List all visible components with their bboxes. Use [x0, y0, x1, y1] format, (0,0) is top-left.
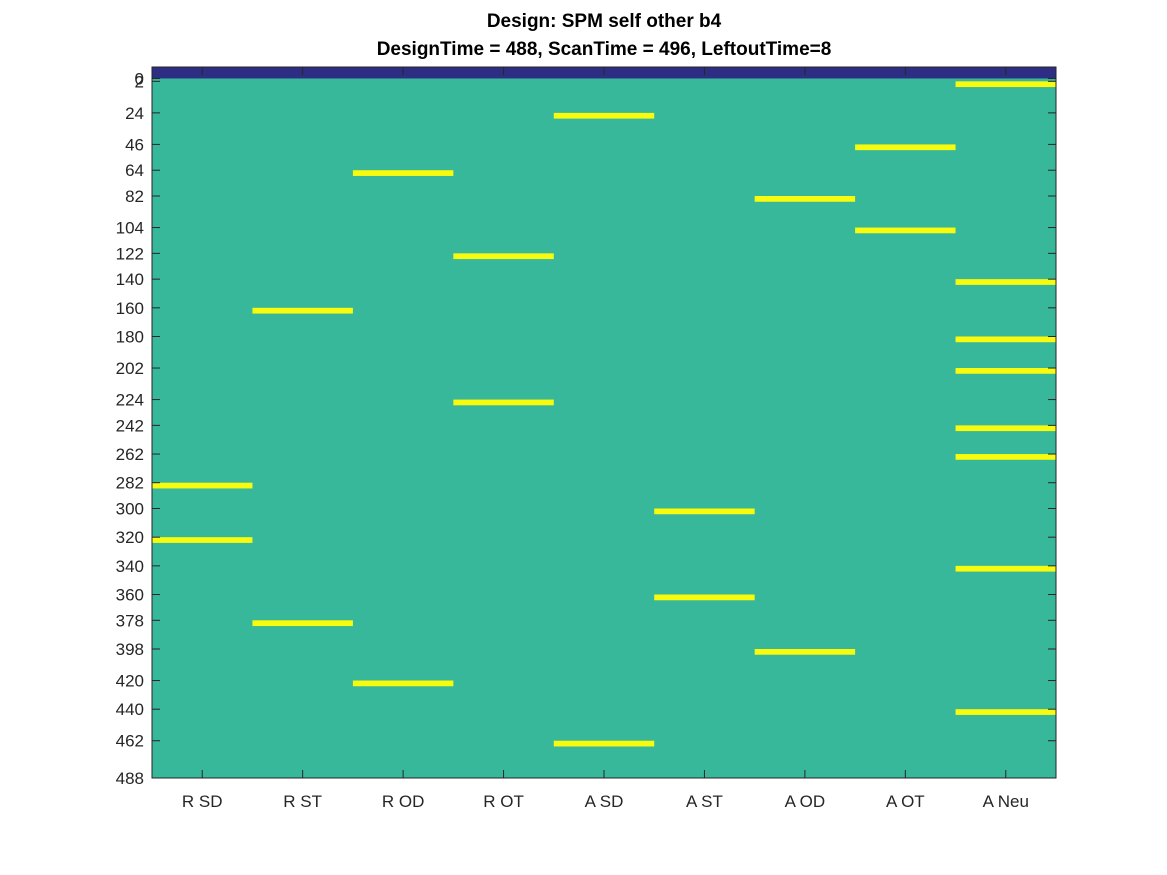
event-block: [955, 279, 1056, 285]
chart-title: Design: SPM self other b4: [487, 11, 722, 32]
event-block: [252, 620, 353, 627]
event-block: [553, 740, 655, 747]
event-block: [955, 454, 1056, 460]
y-tick-label: 378: [116, 611, 144, 630]
y-tick-label: 420: [116, 672, 144, 691]
event-block: [754, 648, 856, 655]
event-block: [754, 196, 856, 202]
y-tick-label: 2: [135, 72, 144, 91]
y-tick-label: 24: [125, 104, 144, 123]
event-block: [152, 537, 253, 543]
y-tick-label: 0: [135, 69, 144, 88]
y-tick-label: 242: [116, 416, 144, 435]
event-block: [855, 227, 956, 234]
plot-area: [152, 67, 1056, 778]
x-tick-label: A OT: [886, 792, 925, 811]
x-tick-label: R ST: [283, 792, 322, 811]
event-block: [252, 307, 353, 314]
x-tick-label: R OD: [382, 792, 425, 811]
y-tick-label: 320: [116, 528, 144, 547]
y-tick-label: 488: [116, 769, 144, 788]
event-block: [955, 565, 1056, 572]
event-block: [152, 482, 253, 489]
x-tick-label: A SD: [585, 792, 624, 811]
event-block: [855, 144, 956, 151]
event-block: [955, 425, 1056, 432]
y-tick-label: 340: [116, 557, 144, 576]
y-tick-label: 104: [116, 219, 144, 238]
event-block: [654, 594, 755, 601]
x-tick-label: A Neu: [983, 792, 1029, 811]
event-block: [453, 253, 554, 260]
y-tick-label: 64: [125, 161, 144, 180]
chart-subtitle: DesignTime = 488, ScanTime = 496, Leftou…: [377, 39, 832, 60]
event-block: [352, 170, 454, 176]
event-block: [955, 336, 1056, 343]
event-block: [955, 81, 1056, 88]
x-tick-label: R OT: [483, 792, 524, 811]
event-block: [955, 368, 1056, 374]
matrix-background: [152, 67, 1056, 778]
y-tick-label: 262: [116, 445, 144, 464]
event-block: [453, 399, 554, 406]
y-tick-label: 82: [125, 187, 144, 206]
x-axis: R SD R ST R OD R OT A SD A ST A OD A OT A Neu: [182, 67, 1029, 811]
y-tick-label: 440: [116, 700, 144, 719]
event-block: [553, 112, 655, 119]
y-tick-label: 140: [116, 270, 144, 289]
y-tick-label: 202: [116, 359, 144, 378]
x-tick-label: R SD: [182, 792, 223, 811]
y-tick-label: 398: [116, 640, 144, 659]
y-tick-label: 160: [116, 299, 144, 318]
y-tick-label: 122: [116, 244, 144, 263]
y-tick-label: 180: [116, 327, 144, 346]
y-tick-label: 300: [116, 500, 144, 519]
event-block: [654, 508, 755, 515]
x-tick-label: A ST: [686, 792, 723, 811]
y-tick-label: 360: [116, 586, 144, 605]
y-tick-label: 224: [116, 391, 144, 410]
event-block: [352, 680, 454, 687]
x-tick-label: A OD: [785, 792, 826, 811]
y-tick-label: 282: [116, 474, 144, 493]
axes-frame: [151, 66, 1057, 779]
y-tick-label: 462: [116, 732, 144, 751]
y-tick-label: 46: [125, 135, 144, 154]
event-block: [955, 709, 1056, 715]
y-axis: 0224466482104122140160180202224242262282…: [116, 69, 1056, 788]
